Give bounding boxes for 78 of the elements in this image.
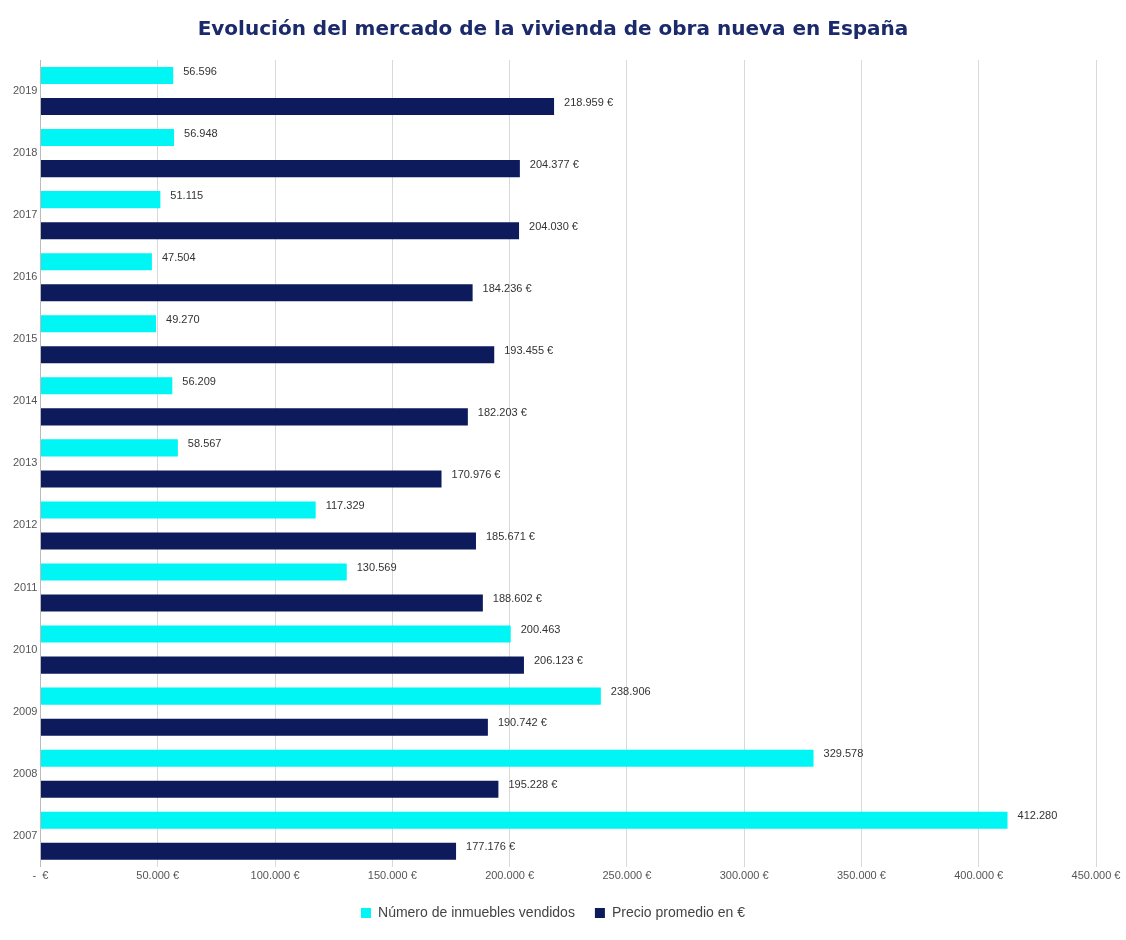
x-tick-label: 200.000 € (485, 869, 535, 882)
bar (40, 842, 457, 860)
data-label: 130.569 (356, 561, 397, 574)
x-tick-label: 150.000 € (367, 869, 417, 882)
data-label: 329.578 (823, 747, 864, 760)
x-tick-label: 350.000 € (836, 869, 886, 882)
x-tick-label: 250.000 € (602, 869, 652, 882)
data-label: 195.228 € (508, 778, 558, 791)
bar (40, 470, 442, 488)
data-label: 238.906 (610, 685, 651, 698)
bar (40, 408, 468, 426)
y-tick-label: 2018 (12, 146, 38, 159)
bar (40, 222, 520, 240)
y-tick-label: 2008 (12, 766, 38, 779)
x-tick-label: 450.000 € (1071, 869, 1121, 882)
bar (40, 253, 152, 271)
data-label: 47.504 (161, 250, 196, 263)
bar (40, 315, 157, 333)
data-label: 200.463 (520, 623, 561, 636)
data-label: 204.377 € (529, 157, 579, 170)
bar (40, 66, 174, 85)
data-label: 49.270 (166, 312, 200, 325)
data-label: 170.976 € (451, 467, 501, 480)
bar (40, 749, 814, 767)
data-label: 56.948 (184, 126, 218, 139)
bar (40, 625, 511, 643)
bar (40, 377, 173, 395)
data-label: 58.567 (187, 436, 222, 449)
bar (40, 656, 524, 674)
bar (40, 129, 175, 147)
y-tick-label: 2016 (12, 270, 38, 283)
data-label: 184.236 € (482, 281, 532, 294)
data-label: 51.115 (170, 188, 204, 201)
data-label: 56.596 (183, 64, 217, 77)
y-tick-label: 2012 (12, 518, 38, 531)
x-tick-label: - € (32, 869, 49, 882)
bar (40, 501, 316, 519)
bar (40, 687, 601, 705)
legend-label: Precio promedio en € (611, 903, 746, 920)
data-label: 185.671 € (485, 530, 535, 543)
data-label: 412.280 (1017, 809, 1058, 822)
chart-title: Evolución del mercado de la vivienda de obra nueva en España (197, 16, 909, 41)
legend-label: Número de inmuebles vendidos (378, 903, 575, 920)
bar (40, 160, 520, 178)
bar (40, 532, 476, 550)
y-tick-label: 2013 (12, 456, 38, 469)
y-tick-label: 2011 (13, 580, 38, 593)
y-tick-label: 2010 (12, 642, 38, 655)
bar (40, 594, 483, 612)
bar (40, 780, 499, 798)
x-tick-label: 300.000 € (719, 869, 769, 882)
data-label: 188.602 € (492, 592, 542, 605)
data-label: 206.123 € (533, 654, 583, 667)
y-tick-label: 2007 (12, 828, 38, 841)
x-tick-label: 50.000 € (136, 869, 180, 882)
bar (40, 718, 488, 736)
data-label: 190.742 € (497, 716, 547, 729)
data-label: 193.455 € (504, 343, 554, 356)
bar (40, 191, 161, 209)
data-label: 182.203 € (477, 405, 527, 418)
data-label: 177.176 € (466, 840, 515, 853)
data-label: 204.030 € (529, 219, 578, 232)
bar (40, 346, 495, 364)
x-tick-label: 100.000 € (250, 869, 300, 882)
bar (40, 563, 347, 581)
x-tick-label: 400.000 € (954, 869, 1004, 882)
y-tick-label: 2014 (12, 394, 38, 407)
bar (40, 811, 1008, 829)
bar (40, 439, 178, 457)
data-label: 56.209 (182, 374, 216, 387)
data-label: 218.959 € (564, 95, 613, 108)
y-tick-label: 2017 (12, 208, 38, 221)
bar (40, 98, 555, 116)
bar (40, 284, 473, 302)
y-tick-label: 2019 (12, 84, 38, 97)
y-tick-label: 2015 (12, 332, 38, 345)
y-tick-label: 2009 (12, 704, 38, 717)
data-label: 117.329 (325, 498, 365, 511)
